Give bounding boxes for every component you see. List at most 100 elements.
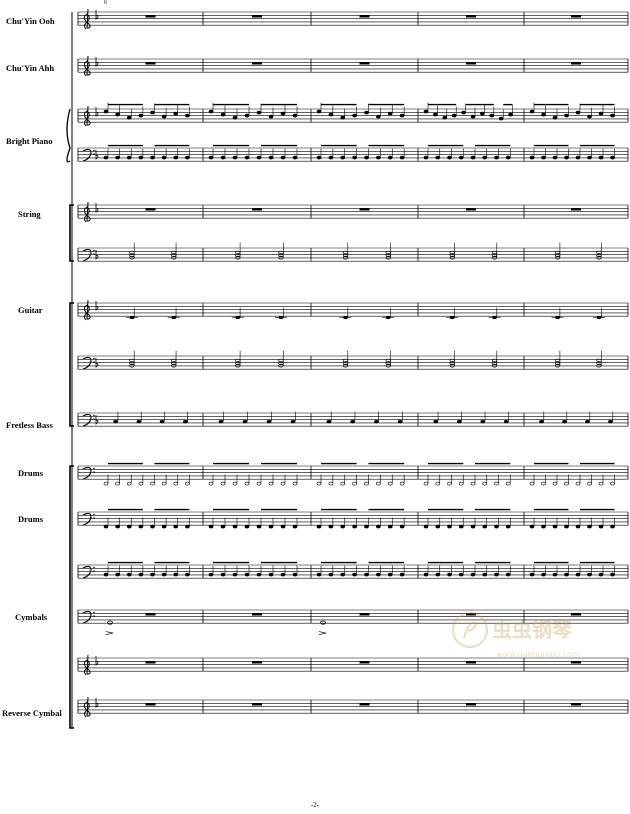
notehead xyxy=(552,115,558,120)
notehead xyxy=(364,524,369,529)
notehead xyxy=(364,155,369,160)
notehead xyxy=(328,112,334,117)
whole-rest-icon xyxy=(252,15,262,18)
notehead xyxy=(173,155,179,160)
notehead xyxy=(316,155,322,160)
whole-rest-icon xyxy=(252,661,262,664)
notehead xyxy=(608,420,613,424)
notehead xyxy=(376,572,381,577)
instrument-label-reverse-cymbal: Reverse Cymbal xyxy=(2,708,62,718)
flat-icon xyxy=(95,415,99,425)
notehead xyxy=(423,109,429,114)
notehead xyxy=(232,155,238,160)
bass-clef-dot xyxy=(93,513,95,516)
whole-rest-icon xyxy=(252,208,262,211)
notehead xyxy=(280,481,286,486)
bass-clef-icon xyxy=(82,565,92,579)
notehead xyxy=(292,481,298,486)
notehead xyxy=(268,155,274,160)
notehead xyxy=(456,420,462,424)
whole-rest-icon xyxy=(145,62,156,65)
notehead xyxy=(451,113,457,118)
notehead xyxy=(364,110,369,115)
notehead xyxy=(598,524,604,529)
notehead xyxy=(256,572,262,577)
bass-clef-dot xyxy=(93,471,95,473)
notehead xyxy=(399,155,405,160)
treble-clef-icon xyxy=(83,8,91,30)
notehead xyxy=(232,115,238,120)
notehead xyxy=(126,115,132,120)
flat-icon xyxy=(95,698,99,708)
notehead xyxy=(610,481,615,486)
flat-icon xyxy=(95,150,99,160)
notehead xyxy=(435,524,441,529)
notehead xyxy=(159,420,165,424)
notehead xyxy=(328,481,334,486)
notehead xyxy=(150,524,155,529)
notehead xyxy=(489,113,495,118)
notehead xyxy=(138,572,144,577)
notehead xyxy=(423,481,429,486)
notehead xyxy=(494,481,499,486)
instrument-label-guitar: Guitar xyxy=(18,305,43,315)
whole-rest-icon xyxy=(145,703,156,706)
notehead xyxy=(423,572,429,577)
notehead xyxy=(138,155,144,160)
whole-rest-icon xyxy=(359,15,370,18)
whole-rest-icon xyxy=(571,613,581,616)
notehead xyxy=(220,524,226,529)
notehead xyxy=(161,524,167,529)
notehead xyxy=(505,481,511,486)
bass-clef-dot xyxy=(93,249,95,252)
drums-bracket xyxy=(69,465,74,729)
notehead xyxy=(161,481,167,486)
notehead xyxy=(399,524,405,529)
bass-clef-dot xyxy=(93,570,95,572)
bass-clef-dot xyxy=(93,418,95,420)
notehead xyxy=(376,524,381,529)
notehead xyxy=(541,155,546,160)
whole-rest-icon xyxy=(359,62,370,65)
notehead xyxy=(244,113,250,118)
notehead xyxy=(399,481,405,486)
whole-rest-icon xyxy=(466,208,476,211)
notehead xyxy=(575,155,581,160)
notehead xyxy=(423,524,429,529)
notehead xyxy=(138,524,144,529)
piano-brace-icon xyxy=(66,108,71,163)
notehead xyxy=(552,572,558,577)
bass-clef-icon xyxy=(82,610,92,624)
instrument-label-chuyin-ooh: Chu'Yin Ooh xyxy=(6,16,55,26)
notehead xyxy=(185,524,190,529)
whole-rest-icon xyxy=(359,661,370,664)
notehead xyxy=(150,481,155,486)
notehead xyxy=(458,481,464,486)
watermark-url: www.gangqinpu.com xyxy=(496,650,580,659)
notehead xyxy=(136,420,142,424)
notehead xyxy=(376,155,381,160)
whole-rest-icon xyxy=(252,703,262,706)
notehead xyxy=(352,572,357,577)
notehead xyxy=(173,111,179,116)
instrument-label-fretless-bass: Fretless Bass xyxy=(6,420,53,430)
notehead xyxy=(423,155,429,160)
notehead xyxy=(244,155,250,160)
bass-clef-dot xyxy=(93,517,95,519)
treble-clef-icon xyxy=(83,696,91,718)
notehead xyxy=(364,572,369,577)
notehead xyxy=(292,155,298,160)
notehead xyxy=(185,572,190,577)
notehead xyxy=(350,420,355,424)
flat-icon xyxy=(95,358,99,368)
bass-clef-icon xyxy=(82,466,92,480)
notehead xyxy=(208,155,214,160)
notehead xyxy=(587,481,592,486)
notehead xyxy=(482,155,488,160)
notehead xyxy=(529,481,535,486)
treble-clef-icon xyxy=(83,654,91,676)
bass-clef-icon xyxy=(82,512,92,526)
bass-clef-dot xyxy=(93,253,95,255)
notehead xyxy=(256,155,262,160)
